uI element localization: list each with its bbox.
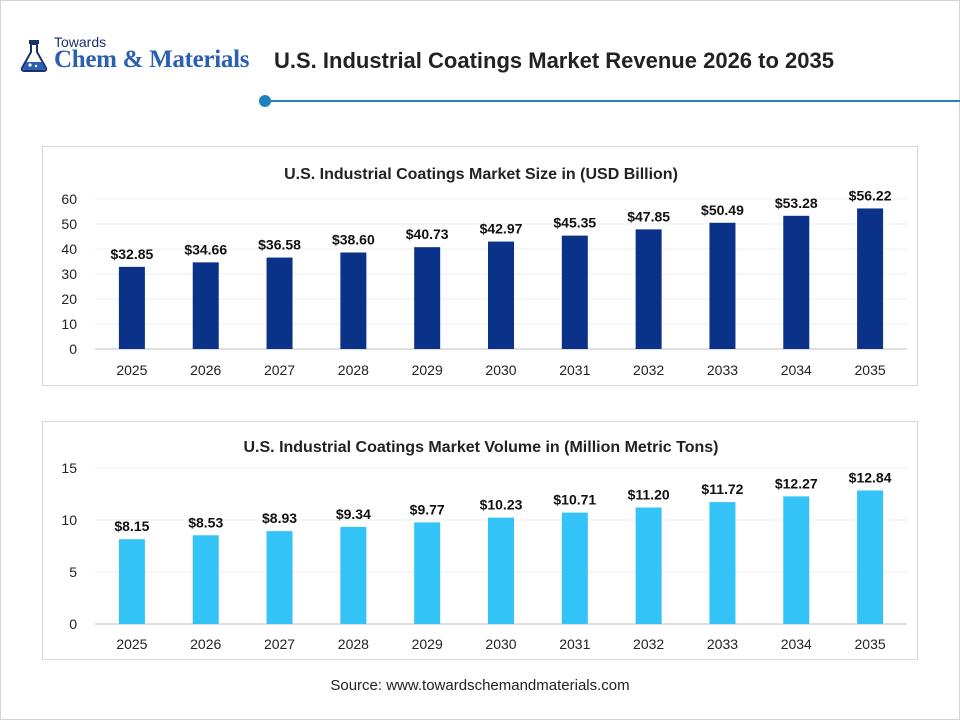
y-tick-label: 5 <box>69 564 77 580</box>
x-tick-label: 2031 <box>559 362 590 378</box>
revenue-bar-chart: U.S. Industrial Coatings Market Size in … <box>61 166 907 378</box>
data-label: $36.58 <box>258 237 301 253</box>
bar <box>709 222 736 349</box>
bar <box>561 235 588 349</box>
chart-title: U.S. Industrial Coatings Market Volume i… <box>244 439 719 456</box>
bar <box>709 502 736 624</box>
revenue-chart-panel: U.S. Industrial Coatings Market Size in … <box>42 146 918 386</box>
data-label: $42.97 <box>480 221 523 237</box>
x-tick-label: 2032 <box>633 362 664 378</box>
data-label: $11.72 <box>701 481 743 497</box>
x-tick-label: 2025 <box>116 362 147 378</box>
bar <box>783 496 810 624</box>
bar <box>340 526 367 624</box>
y-tick-label: 40 <box>61 241 77 257</box>
chart-title: U.S. Industrial Coatings Market Size in … <box>284 166 678 183</box>
x-tick-label: 2029 <box>412 636 443 652</box>
y-tick-label: 30 <box>61 266 77 282</box>
data-label: $8.53 <box>188 514 223 530</box>
x-tick-label: 2030 <box>485 636 516 652</box>
data-label: $47.85 <box>627 208 670 224</box>
x-tick-label: 2034 <box>781 636 812 652</box>
y-tick-label: 50 <box>61 216 77 232</box>
y-tick-label: 0 <box>69 341 77 357</box>
x-tick-label: 2032 <box>633 636 664 652</box>
y-tick-label: 20 <box>61 291 77 307</box>
x-tick-label: 2033 <box>707 636 738 652</box>
x-tick-label: 2033 <box>707 362 738 378</box>
bar <box>857 490 884 624</box>
data-label: $8.93 <box>262 510 297 526</box>
y-tick-label: 0 <box>69 616 77 632</box>
bar <box>561 512 588 624</box>
x-tick-label: 2028 <box>338 362 369 378</box>
bar <box>118 539 145 624</box>
bar <box>488 241 514 349</box>
data-label: $56.22 <box>849 187 892 203</box>
data-label: $11.20 <box>628 487 670 503</box>
x-tick-label: 2027 <box>264 636 295 652</box>
x-tick-label: 2028 <box>338 636 369 652</box>
y-tick-label: 15 <box>61 460 77 476</box>
bar <box>414 522 441 624</box>
bar <box>783 215 810 349</box>
title-underline-dot <box>259 95 271 107</box>
data-label: $12.27 <box>775 475 818 491</box>
data-label: $12.84 <box>849 469 892 485</box>
data-label: $9.77 <box>410 501 445 517</box>
title-underline <box>265 100 960 102</box>
bar <box>192 535 219 624</box>
logo-tagline: Towards <box>54 34 107 50</box>
x-tick-label: 2030 <box>485 362 516 378</box>
data-label: $9.34 <box>336 506 371 522</box>
x-tick-label: 2026 <box>190 362 221 378</box>
bar <box>635 229 662 349</box>
x-tick-label: 2034 <box>781 362 812 378</box>
x-tick-label: 2029 <box>412 362 443 378</box>
x-tick-label: 2035 <box>855 636 886 652</box>
data-label: $40.73 <box>406 226 449 242</box>
logo-wordmark: Chem & Materials <box>54 46 250 73</box>
x-tick-label: 2025 <box>116 636 147 652</box>
y-tick-label: 10 <box>61 316 77 332</box>
y-tick-label: 10 <box>61 512 77 528</box>
bar <box>488 517 514 624</box>
x-tick-label: 2027 <box>264 362 295 378</box>
data-label: $45.35 <box>553 215 596 231</box>
flask-icon <box>20 40 48 72</box>
volume-chart-panel: U.S. Industrial Coatings Market Volume i… <box>42 421 918 660</box>
data-label: $34.66 <box>184 241 227 257</box>
y-tick-label: 60 <box>61 191 77 207</box>
bar <box>635 507 662 624</box>
bar <box>192 262 219 349</box>
bar <box>266 531 293 624</box>
x-tick-label: 2031 <box>559 636 590 652</box>
data-label: $10.71 <box>553 492 596 508</box>
bar <box>266 257 293 349</box>
page-title: U.S. Industrial Coatings Market Revenue … <box>274 48 834 73</box>
data-label: $8.15 <box>114 518 149 534</box>
data-label: $50.49 <box>701 202 744 218</box>
bar <box>414 247 441 349</box>
brand-logo: Towards Chem & Materials <box>16 34 266 80</box>
data-label: $38.60 <box>332 232 375 248</box>
volume-bar-chart: U.S. Industrial Coatings Market Volume i… <box>61 439 907 652</box>
bar <box>857 208 884 349</box>
data-label: $32.85 <box>110 246 153 262</box>
data-label: $53.28 <box>775 195 818 211</box>
x-tick-label: 2035 <box>855 362 886 378</box>
source-note: Source: www.towardschemandmaterials.com <box>330 677 630 694</box>
x-tick-label: 2026 <box>190 636 221 652</box>
bar <box>118 266 145 349</box>
bar <box>340 252 367 349</box>
data-label: $10.23 <box>480 497 523 513</box>
